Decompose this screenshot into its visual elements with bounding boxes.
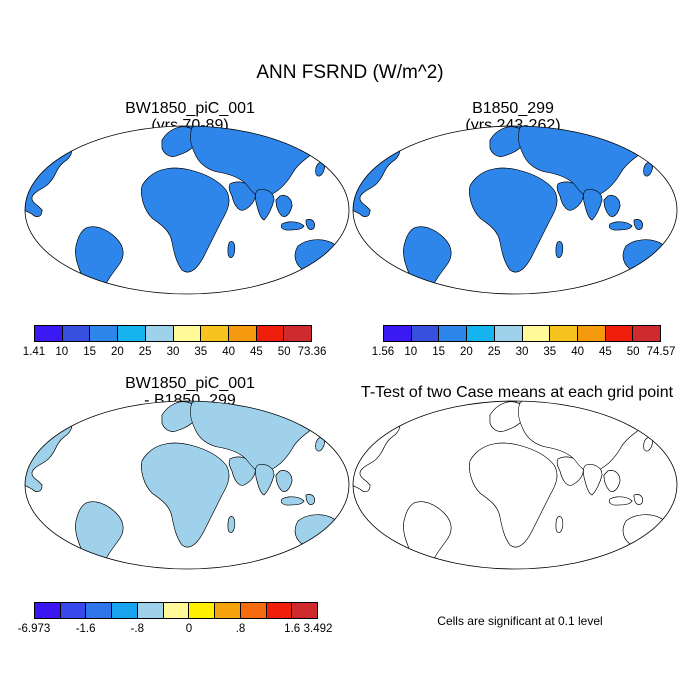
map-panel3 — [24, 400, 350, 570]
panel1-title-line1: BW1850_piC_001 — [125, 100, 255, 117]
colorbar-tick-label: 40 — [571, 346, 584, 358]
colorbar-tick-label: 45 — [249, 346, 263, 358]
colorbar-panel1-swatch — [90, 326, 119, 341]
colorbar-tick-label: -6.973 — [17, 623, 51, 635]
colorbar-tick-label: 1.41 — [22, 346, 46, 358]
colorbar-panel1-swatch — [284, 326, 312, 341]
colorbar-tick-label: 3.492 — [303, 623, 333, 635]
colorbar-tick-label: 25 — [138, 346, 152, 358]
colorbar-panel1-labels: 1.41 10 15 20 25 30 35 40 45 50 73.36 — [23, 346, 327, 360]
colorbar-panel2-swatch — [550, 326, 578, 341]
colorbar-tick-label: 20 — [459, 346, 473, 358]
colorbar-tick-label: 10 — [55, 346, 69, 358]
colorbar-panel1 — [34, 325, 312, 342]
colorbar-tick-label: -1.6 — [75, 623, 96, 635]
panel4-title-line1: T-Test of two Case means at each grid po… — [360, 384, 674, 401]
colorbar-panel2-swatch — [633, 326, 661, 341]
colorbar-tick-label: 1.6 — [284, 623, 301, 635]
map-panel2-border — [352, 125, 678, 295]
colorbar-panel3-swatch — [35, 603, 61, 618]
colorbar-panel3-swatch — [215, 603, 241, 618]
colorbar-panel3-swatch — [240, 603, 267, 618]
panel2-title-line1: B1850_299 — [472, 100, 554, 117]
colorbar-panel1-swatch — [62, 326, 91, 341]
colorbar-tick-label: 25 — [487, 346, 501, 358]
colorbar-tick-label: 73.36 — [297, 346, 327, 358]
ttest-note: Cells are significant at 0.1 level — [437, 614, 603, 628]
map-panel1-border — [24, 125, 350, 295]
colorbar-panel2-labels: 1.56 10 15 20 25 30 35 40 45 50 74.57 — [372, 346, 676, 360]
colorbar-panel3-swatch — [86, 603, 113, 618]
colorbar-panel3-swatch — [137, 603, 164, 618]
colorbar-panel3-swatch — [60, 603, 87, 618]
colorbar-panel2-swatch — [494, 326, 523, 341]
map-panel4 — [352, 400, 678, 570]
main-title: ANN FSRND (W/m^2) — [256, 62, 444, 83]
panel3-title-line1: BW1850_piC_001 — [125, 375, 255, 392]
colorbar-panel3-labels: -6.973 -1.6 -.8 0 .8 1.6 3.492 — [18, 623, 333, 637]
colorbar-panel3-swatch — [163, 603, 190, 618]
colorbar-tick-label: 30 — [515, 346, 529, 358]
panel4-title: T-Test of two Case means at each grid po… — [352, 384, 682, 401]
colorbar-tick-label: -.8 — [130, 623, 144, 635]
colorbar-tick-label: 40 — [222, 346, 235, 358]
colorbar-panel3 — [34, 602, 318, 619]
colorbar-panel1-swatch — [173, 326, 202, 341]
colorbar-tick-label: 30 — [166, 346, 180, 358]
colorbar-panel3-swatch — [266, 603, 293, 618]
colorbar-tick-label: 10 — [404, 346, 418, 358]
colorbar-tick-label: 35 — [543, 346, 557, 358]
colorbar-panel1-swatch — [35, 326, 63, 341]
colorbar-tick-label: 15 — [83, 346, 96, 358]
colorbar-tick-label: 50 — [277, 346, 291, 358]
colorbar-panel1-swatch — [256, 326, 285, 341]
colorbar-tick-label: 35 — [194, 346, 208, 358]
colorbar-panel1-swatch — [228, 326, 257, 341]
colorbar-tick-label: .8 — [235, 623, 246, 635]
colorbar-tick-label: 1.56 — [371, 346, 395, 358]
colorbar-panel1-swatch — [118, 326, 146, 341]
colorbar-panel2 — [383, 325, 661, 342]
colorbar-panel2-swatch — [384, 326, 412, 341]
colorbar-panel2-swatch — [605, 326, 634, 341]
colorbar-tick-label: 74.57 — [646, 346, 676, 358]
colorbar-panel3-swatch — [189, 603, 216, 618]
map-panel4-border — [352, 400, 678, 570]
colorbar-panel3-swatch — [292, 603, 318, 618]
colorbar-panel2-swatch — [467, 326, 495, 341]
colorbar-tick-label: 0 — [185, 623, 193, 635]
map-panel1 — [24, 125, 350, 295]
colorbar-tick-label: 20 — [110, 346, 124, 358]
colorbar-panel3-swatch — [112, 603, 138, 618]
colorbar-panel2-swatch — [577, 326, 606, 341]
colorbar-panel2-swatch — [522, 326, 551, 341]
map-panel3-border — [24, 400, 350, 570]
map-panel2 — [352, 125, 678, 295]
colorbar-panel2-swatch — [411, 326, 440, 341]
colorbar-tick-label: 45 — [598, 346, 612, 358]
colorbar-tick-label: 15 — [432, 346, 445, 358]
colorbar-tick-label: 50 — [626, 346, 640, 358]
colorbar-panel1-swatch — [145, 326, 174, 341]
colorbar-panel1-swatch — [201, 326, 229, 341]
colorbar-panel2-swatch — [439, 326, 468, 341]
